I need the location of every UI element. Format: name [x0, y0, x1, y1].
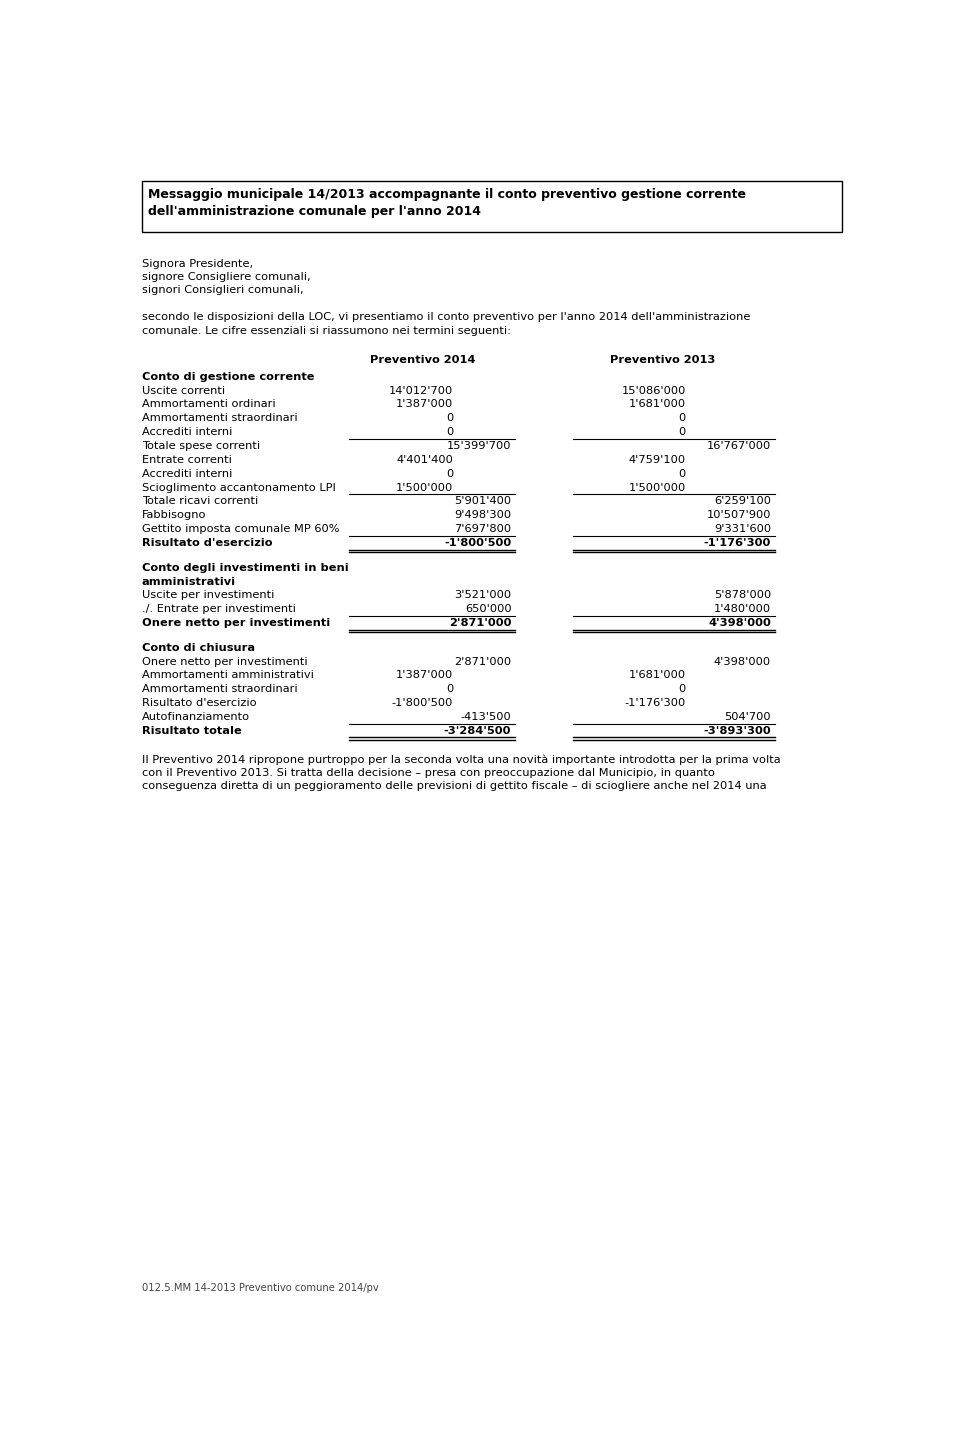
Text: Uscite correnti: Uscite correnti — [142, 386, 225, 396]
Text: 650'000: 650'000 — [465, 604, 512, 614]
Text: 0: 0 — [446, 469, 453, 479]
Text: 5'901'400: 5'901'400 — [454, 496, 512, 506]
Text: comunale. Le cifre essenziali si riassumono nei termini seguenti:: comunale. Le cifre essenziali si riassum… — [142, 326, 511, 336]
Text: 1'480'000: 1'480'000 — [714, 604, 771, 614]
Text: Autofinanziamento: Autofinanziamento — [142, 711, 250, 722]
Text: Conto degli investimenti in beni: Conto degli investimenti in beni — [142, 563, 348, 573]
Text: Totale spese correnti: Totale spese correnti — [142, 441, 260, 451]
Text: 4'401'400: 4'401'400 — [396, 455, 453, 466]
Text: 4'759'100: 4'759'100 — [629, 455, 685, 466]
Text: Messaggio municipale 14/2013 accompagnante il conto preventivo gestione corrente: Messaggio municipale 14/2013 accompagnan… — [148, 189, 746, 201]
Text: 0: 0 — [446, 684, 453, 694]
Text: Gettito imposta comunale MP 60%: Gettito imposta comunale MP 60% — [142, 524, 339, 534]
Text: 1'500'000: 1'500'000 — [629, 483, 685, 493]
Text: 0: 0 — [679, 413, 685, 423]
Text: 4'398'000: 4'398'000 — [714, 656, 771, 666]
Text: conseguenza diretta di un peggioramento delle previsioni di gettito fiscale – di: conseguenza diretta di un peggioramento … — [142, 780, 766, 790]
Text: Preventivo 2014: Preventivo 2014 — [370, 355, 475, 365]
Text: 1'681'000: 1'681'000 — [629, 671, 685, 681]
Text: signori Consiglieri comunali,: signori Consiglieri comunali, — [142, 285, 303, 295]
Text: -1'176'300: -1'176'300 — [625, 698, 685, 709]
Bar — [142, 180, 842, 233]
Text: 0: 0 — [679, 684, 685, 694]
Text: 012.5.MM 14-2013 Preventivo comune 2014/pv: 012.5.MM 14-2013 Preventivo comune 2014/… — [142, 1283, 378, 1293]
Text: -1'800'500: -1'800'500 — [392, 698, 453, 709]
Text: 2'871'000: 2'871'000 — [449, 618, 512, 629]
Text: 0: 0 — [446, 413, 453, 423]
Text: Fabbisogno: Fabbisogno — [142, 511, 206, 521]
Text: Il Preventivo 2014 ripropone purtroppo per la seconda volta una novità important: Il Preventivo 2014 ripropone purtroppo p… — [142, 754, 780, 765]
Text: Ammortamenti amministrativi: Ammortamenti amministrativi — [142, 671, 314, 681]
Text: -3'893'300: -3'893'300 — [704, 726, 771, 736]
Text: secondo le disposizioni della LOC, vi presentiamo il conto preventivo per l'anno: secondo le disposizioni della LOC, vi pr… — [142, 313, 750, 323]
Text: Ammortamenti ordinari: Ammortamenti ordinari — [142, 400, 276, 409]
Text: 6'259'100: 6'259'100 — [714, 496, 771, 506]
Text: 1'500'000: 1'500'000 — [396, 483, 453, 493]
Text: Totale ricavi correnti: Totale ricavi correnti — [142, 496, 258, 506]
Text: Accrediti interni: Accrediti interni — [142, 428, 232, 436]
Text: 10'507'900: 10'507'900 — [707, 511, 771, 521]
Text: signore Consigliere comunali,: signore Consigliere comunali, — [142, 272, 310, 282]
Text: 0: 0 — [679, 428, 685, 436]
Text: 1'387'000: 1'387'000 — [396, 400, 453, 409]
Text: Conto di chiusura: Conto di chiusura — [142, 643, 254, 653]
Text: 4'398'000: 4'398'000 — [708, 618, 771, 629]
Text: -1'800'500: -1'800'500 — [444, 538, 512, 549]
Text: Ammortamenti straordinari: Ammortamenti straordinari — [142, 413, 298, 423]
Text: 9'498'300: 9'498'300 — [454, 511, 512, 521]
Text: Onere netto per investimenti: Onere netto per investimenti — [142, 618, 330, 629]
Text: Scioglimento accantonamento LPI: Scioglimento accantonamento LPI — [142, 483, 336, 493]
Text: 7'697'800: 7'697'800 — [454, 524, 512, 534]
Text: 1'681'000: 1'681'000 — [629, 400, 685, 409]
Text: Onere netto per investimenti: Onere netto per investimenti — [142, 656, 307, 666]
Text: Uscite per investimenti: Uscite per investimenti — [142, 591, 274, 601]
Text: Conto di gestione corrente: Conto di gestione corrente — [142, 371, 314, 381]
Text: 0: 0 — [679, 469, 685, 479]
Text: Risultato d'esercizio: Risultato d'esercizio — [142, 698, 256, 709]
Text: 504'700: 504'700 — [725, 711, 771, 722]
Text: Ammortamenti straordinari: Ammortamenti straordinari — [142, 684, 298, 694]
Text: Preventivo 2013: Preventivo 2013 — [610, 355, 715, 365]
Text: 1'387'000: 1'387'000 — [396, 671, 453, 681]
Text: -1'176'300: -1'176'300 — [704, 538, 771, 549]
Text: Risultato totale: Risultato totale — [142, 726, 242, 736]
Text: 15'086'000: 15'086'000 — [621, 386, 685, 396]
Text: amministrativi: amministrativi — [142, 576, 236, 586]
Text: 5'878'000: 5'878'000 — [713, 591, 771, 601]
Text: ./. Entrate per investimenti: ./. Entrate per investimenti — [142, 604, 296, 614]
Text: 14'012'700: 14'012'700 — [389, 386, 453, 396]
Text: 2'871'000: 2'871'000 — [454, 656, 512, 666]
Text: dell'amministrazione comunale per l'anno 2014: dell'amministrazione comunale per l'anno… — [148, 205, 481, 218]
Text: -413'500: -413'500 — [461, 711, 512, 722]
Text: 16'767'000: 16'767'000 — [707, 441, 771, 451]
Text: Entrate correnti: Entrate correnti — [142, 455, 231, 466]
Text: 0: 0 — [446, 428, 453, 436]
Text: Signora Presidente,: Signora Presidente, — [142, 259, 252, 269]
Text: con il Preventivo 2013. Si tratta della decisione – presa con preoccupazione dal: con il Preventivo 2013. Si tratta della … — [142, 767, 714, 777]
Text: Accrediti interni: Accrediti interni — [142, 469, 232, 479]
Text: -3'284'500: -3'284'500 — [444, 726, 512, 736]
Text: Risultato d'esercizio: Risultato d'esercizio — [142, 538, 273, 549]
Text: 3'521'000: 3'521'000 — [454, 591, 512, 601]
Text: 15'399'700: 15'399'700 — [446, 441, 512, 451]
Text: 9'331'600: 9'331'600 — [714, 524, 771, 534]
